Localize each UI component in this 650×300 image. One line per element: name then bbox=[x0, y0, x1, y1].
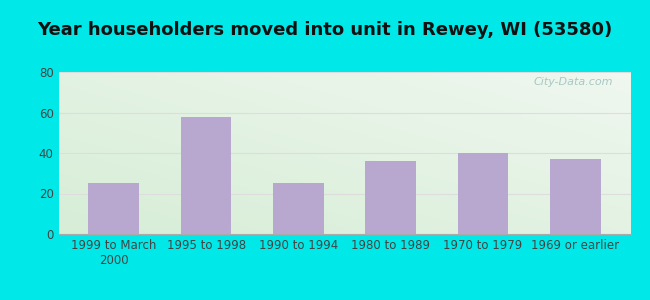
Text: City-Data.com: City-Data.com bbox=[534, 77, 614, 87]
Bar bbox=[550, 159, 601, 234]
Bar bbox=[365, 161, 416, 234]
Bar bbox=[273, 183, 324, 234]
Bar bbox=[458, 153, 508, 234]
Bar bbox=[88, 183, 139, 234]
Bar bbox=[181, 116, 231, 234]
Text: Year householders moved into unit in Rewey, WI (53580): Year householders moved into unit in Rew… bbox=[38, 21, 612, 39]
